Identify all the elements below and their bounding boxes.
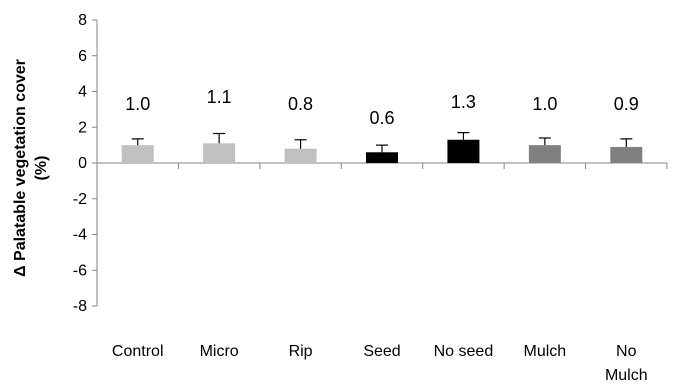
y-axis-title-line2: (%) <box>33 156 50 181</box>
y-tick-label: 6 <box>78 48 87 65</box>
bar-seed <box>366 152 398 163</box>
y-tick-label: 0 <box>78 155 87 172</box>
data-label: 1.0 <box>532 94 557 114</box>
y-axis-title: Δ Palatable vegetation cover (%) <box>12 59 50 277</box>
y-tick-label: -4 <box>73 227 87 244</box>
y-tick-label: 8 <box>78 12 87 29</box>
x-tick-label: No <box>616 343 637 360</box>
data-label: 0.6 <box>369 108 394 128</box>
plot-area: 8 6 4 2 0 -2 -4 -6 -8 1.0 Control 1.1 Micro 0.8 Rip 0.6… <box>73 12 668 384</box>
x-tick-label: Control <box>112 343 164 360</box>
x-tick-label: Mulch <box>605 367 648 384</box>
data-label: 1.0 <box>125 94 150 114</box>
x-tick-label: Micro <box>200 343 239 360</box>
bar-rip <box>284 148 317 163</box>
bar-no-mulch <box>610 146 643 163</box>
data-label: 0.8 <box>288 94 313 114</box>
bar-no-seed <box>447 139 480 163</box>
x-tick-label: Mulch <box>524 343 567 360</box>
x-tick-label: No seed <box>434 343 494 360</box>
data-label: 1.1 <box>207 87 232 107</box>
x-tick-label: Seed <box>363 343 400 360</box>
x-tick-label: Rip <box>289 343 313 360</box>
bar-mulch <box>528 145 561 163</box>
y-tick-label: -2 <box>73 191 87 208</box>
y-tick-label: 4 <box>78 84 87 101</box>
data-label: 1.3 <box>451 92 476 112</box>
bar-micro <box>203 143 236 163</box>
y-tick-label: -6 <box>73 262 87 279</box>
y-tick-label: 2 <box>78 119 87 136</box>
bar-control <box>121 145 154 163</box>
y-tick-label: -8 <box>73 298 87 315</box>
y-axis-title-line1: Δ Palatable vegetation cover <box>12 59 29 277</box>
data-label: 0.9 <box>614 94 639 114</box>
